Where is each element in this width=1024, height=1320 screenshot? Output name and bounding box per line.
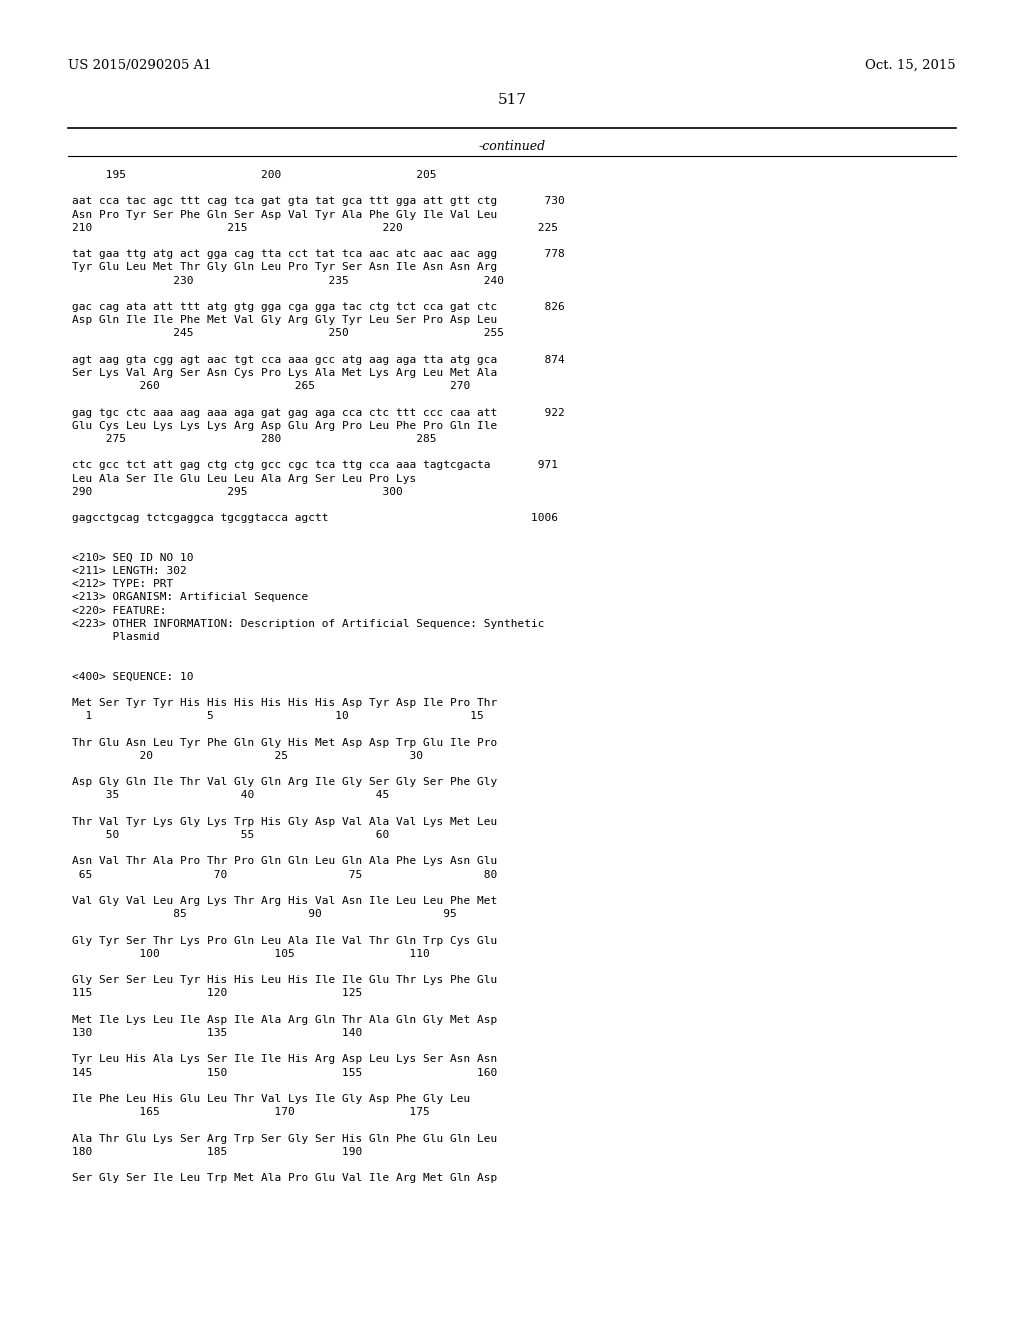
- Text: 180                 185                 190: 180 185 190: [72, 1147, 362, 1156]
- Text: gag tgc ctc aaa aag aaa aga gat gag aga cca ctc ttt ccc caa att       922: gag tgc ctc aaa aag aaa aga gat gag aga …: [72, 408, 565, 417]
- Text: <211> LENGTH: 302: <211> LENGTH: 302: [72, 566, 186, 576]
- Text: 230                    235                    240: 230 235 240: [72, 276, 504, 285]
- Text: 65                  70                  75                  80: 65 70 75 80: [72, 870, 498, 879]
- Text: 35                  40                  45: 35 40 45: [72, 791, 389, 800]
- Text: Gly Tyr Ser Thr Lys Pro Gln Leu Ala Ile Val Thr Gln Trp Cys Glu: Gly Tyr Ser Thr Lys Pro Gln Leu Ala Ile …: [72, 936, 498, 945]
- Text: 145                 150                 155                 160: 145 150 155 160: [72, 1068, 498, 1077]
- Text: Met Ser Tyr Tyr His His His His His His Asp Tyr Asp Ile Pro Thr: Met Ser Tyr Tyr His His His His His His …: [72, 698, 498, 708]
- Text: Asp Gln Ile Ile Phe Met Val Gly Arg Gly Tyr Leu Ser Pro Asp Leu: Asp Gln Ile Ile Phe Met Val Gly Arg Gly …: [72, 315, 498, 325]
- Text: Oct. 15, 2015: Oct. 15, 2015: [865, 58, 956, 71]
- Text: <223> OTHER INFORMATION: Description of Artificial Sequence: Synthetic: <223> OTHER INFORMATION: Description of …: [72, 619, 545, 628]
- Text: Tyr Leu His Ala Lys Ser Ile Ile His Arg Asp Leu Lys Ser Asn Asn: Tyr Leu His Ala Lys Ser Ile Ile His Arg …: [72, 1055, 498, 1064]
- Text: Val Gly Val Leu Arg Lys Thr Arg His Val Asn Ile Leu Leu Phe Met: Val Gly Val Leu Arg Lys Thr Arg His Val …: [72, 896, 498, 906]
- Text: 20                  25                  30: 20 25 30: [72, 751, 423, 760]
- Text: 210                    215                    220                    225: 210 215 220 225: [72, 223, 558, 232]
- Text: ctc gcc tct att gag ctg ctg gcc cgc tca ttg cca aaa tagtcgacta       971: ctc gcc tct att gag ctg ctg gcc cgc tca …: [72, 461, 558, 470]
- Text: <400> SEQUENCE: 10: <400> SEQUENCE: 10: [72, 672, 194, 681]
- Text: Leu Ala Ser Ile Glu Leu Leu Ala Arg Ser Leu Pro Lys: Leu Ala Ser Ile Glu Leu Leu Ala Arg Ser …: [72, 474, 416, 483]
- Text: gac cag ata att ttt atg gtg gga cga gga tac ctg tct cca gat ctc       826: gac cag ata att ttt atg gtg gga cga gga …: [72, 302, 565, 312]
- Text: Thr Val Tyr Lys Gly Lys Trp His Gly Asp Val Ala Val Lys Met Leu: Thr Val Tyr Lys Gly Lys Trp His Gly Asp …: [72, 817, 498, 826]
- Text: <220> FEATURE:: <220> FEATURE:: [72, 606, 167, 615]
- Text: agt aag gta cgg agt aac tgt cca aaa gcc atg aag aga tta atg gca       874: agt aag gta cgg agt aac tgt cca aaa gcc …: [72, 355, 565, 364]
- Text: 1                 5                  10                  15: 1 5 10 15: [72, 711, 483, 721]
- Text: Tyr Glu Leu Met Thr Gly Gln Leu Pro Tyr Ser Asn Ile Asn Asn Arg: Tyr Glu Leu Met Thr Gly Gln Leu Pro Tyr …: [72, 263, 498, 272]
- Text: gagcctgcag tctcgaggca tgcggtacca agctt                              1006: gagcctgcag tctcgaggca tgcggtacca agctt 1…: [72, 513, 558, 523]
- Text: Plasmid: Plasmid: [72, 632, 160, 642]
- Text: 85                  90                  95: 85 90 95: [72, 909, 457, 919]
- Text: Thr Glu Asn Leu Tyr Phe Gln Gly His Met Asp Asp Trp Glu Ile Pro: Thr Glu Asn Leu Tyr Phe Gln Gly His Met …: [72, 738, 498, 747]
- Text: 275                    280                    285: 275 280 285: [72, 434, 436, 444]
- Text: Ile Phe Leu His Glu Leu Thr Val Lys Ile Gly Asp Phe Gly Leu: Ile Phe Leu His Glu Leu Thr Val Lys Ile …: [72, 1094, 470, 1104]
- Text: tat gaa ttg atg act gga cag tta cct tat tca aac atc aac aac agg       778: tat gaa ttg atg act gga cag tta cct tat …: [72, 249, 565, 259]
- Text: <212> TYPE: PRT: <212> TYPE: PRT: [72, 579, 173, 589]
- Text: 165                 170                 175: 165 170 175: [72, 1107, 430, 1117]
- Text: 517: 517: [498, 92, 526, 107]
- Text: Ser Lys Val Arg Ser Asn Cys Pro Lys Ala Met Lys Arg Leu Met Ala: Ser Lys Val Arg Ser Asn Cys Pro Lys Ala …: [72, 368, 498, 378]
- Text: 130                 135                 140: 130 135 140: [72, 1028, 362, 1038]
- Text: 50                  55                  60: 50 55 60: [72, 830, 389, 840]
- Text: 290                    295                    300: 290 295 300: [72, 487, 402, 496]
- Text: <213> ORGANISM: Artificial Sequence: <213> ORGANISM: Artificial Sequence: [72, 593, 308, 602]
- Text: Glu Cys Leu Lys Lys Lys Arg Asp Glu Arg Pro Leu Phe Pro Gln Ile: Glu Cys Leu Lys Lys Lys Arg Asp Glu Arg …: [72, 421, 498, 430]
- Text: aat cca tac agc ttt cag tca gat gta tat gca ttt gga att gtt ctg       730: aat cca tac agc ttt cag tca gat gta tat …: [72, 197, 565, 206]
- Text: Asn Val Thr Ala Pro Thr Pro Gln Gln Leu Gln Ala Phe Lys Asn Glu: Asn Val Thr Ala Pro Thr Pro Gln Gln Leu …: [72, 857, 498, 866]
- Text: 100                 105                 110: 100 105 110: [72, 949, 430, 958]
- Text: -continued: -continued: [478, 140, 546, 153]
- Text: 115                 120                 125: 115 120 125: [72, 989, 362, 998]
- Text: 195                    200                    205: 195 200 205: [72, 170, 436, 180]
- Text: Asn Pro Tyr Ser Phe Gln Ser Asp Val Tyr Ala Phe Gly Ile Val Leu: Asn Pro Tyr Ser Phe Gln Ser Asp Val Tyr …: [72, 210, 498, 219]
- Text: Asp Gly Gln Ile Thr Val Gly Gln Arg Ile Gly Ser Gly Ser Phe Gly: Asp Gly Gln Ile Thr Val Gly Gln Arg Ile …: [72, 777, 498, 787]
- Text: 260                    265                    270: 260 265 270: [72, 381, 470, 391]
- Text: 245                    250                    255: 245 250 255: [72, 329, 504, 338]
- Text: Ser Gly Ser Ile Leu Trp Met Ala Pro Glu Val Ile Arg Met Gln Asp: Ser Gly Ser Ile Leu Trp Met Ala Pro Glu …: [72, 1173, 498, 1183]
- Text: Ala Thr Glu Lys Ser Arg Trp Ser Gly Ser His Gln Phe Glu Gln Leu: Ala Thr Glu Lys Ser Arg Trp Ser Gly Ser …: [72, 1134, 498, 1143]
- Text: <210> SEQ ID NO 10: <210> SEQ ID NO 10: [72, 553, 194, 562]
- Text: Met Ile Lys Leu Ile Asp Ile Ala Arg Gln Thr Ala Gln Gly Met Asp: Met Ile Lys Leu Ile Asp Ile Ala Arg Gln …: [72, 1015, 498, 1024]
- Text: Gly Ser Ser Leu Tyr His His Leu His Ile Ile Glu Thr Lys Phe Glu: Gly Ser Ser Leu Tyr His His Leu His Ile …: [72, 975, 498, 985]
- Text: US 2015/0290205 A1: US 2015/0290205 A1: [68, 58, 212, 71]
